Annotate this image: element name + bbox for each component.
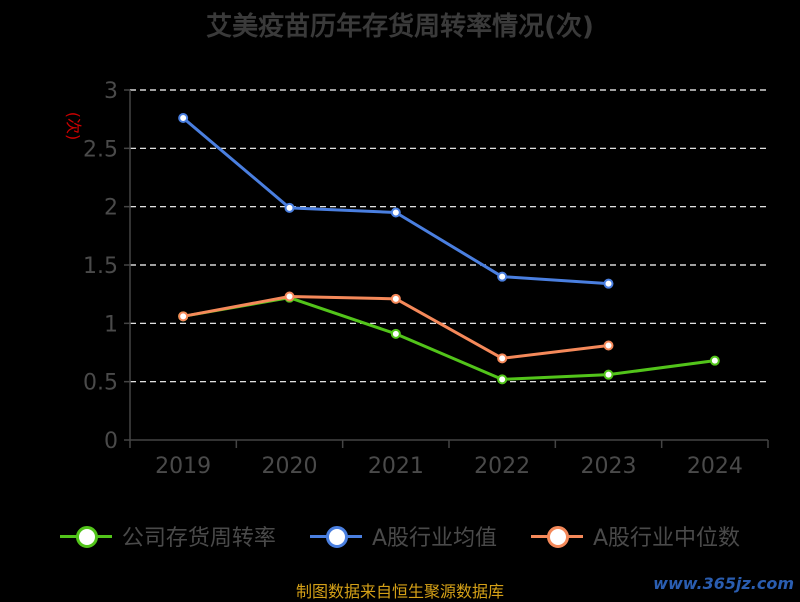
x-tick-label: 2019 [155, 454, 211, 479]
data-point [497, 271, 508, 282]
legend-label-industry-median: A股行业中位数 [593, 526, 741, 551]
legend-swatch-industry-mean [309, 525, 362, 548]
legend-swatch-industry-median [531, 525, 583, 548]
y-tick-label: 2 [104, 196, 118, 221]
data-point [390, 293, 401, 304]
y-tick-label: 1.5 [83, 254, 118, 279]
x-tick-label: 2024 [687, 454, 743, 479]
data-point [497, 374, 508, 385]
legend-swatch-company [59, 525, 112, 548]
series-2 [178, 291, 614, 364]
y-tick-label: 1 [104, 312, 118, 337]
data-point [603, 278, 614, 289]
y-tick-label: 3 [104, 79, 118, 104]
x-tick-label: 2022 [474, 454, 530, 479]
data-point [390, 207, 401, 218]
y-axis-unit-label: (次) [64, 112, 83, 141]
series-line-1 [182, 116, 609, 286]
legend-item-industry-median[interactable]: A股行业中位数 [531, 520, 740, 552]
legend: 公司存货周转率 A股行业均值 A股行业中位数 [0, 520, 800, 552]
y-tick-label: 2.5 [83, 137, 118, 162]
data-point [390, 328, 401, 339]
data-point [178, 113, 189, 123]
legend-item-company[interactable]: 公司存货周转率 [59, 520, 276, 552]
y-tick-label: 0 [104, 429, 118, 454]
data-point [709, 355, 720, 366]
data-point [284, 291, 295, 302]
series-line-2 [182, 295, 609, 360]
series-line-0 [182, 296, 716, 381]
x-tick-label: 2023 [581, 454, 637, 479]
data-point [603, 340, 614, 351]
y-tick-label: 0.5 [83, 371, 118, 396]
watermark: www.365jz.com [653, 574, 794, 593]
data-point [603, 369, 614, 380]
legend-label-company: 公司存货周转率 [121, 526, 276, 551]
x-tick-label: 2020 [262, 454, 318, 479]
chart-title: 艾美疫苗历年存货周转率情况(次) [206, 12, 594, 42]
series-lines [178, 113, 720, 385]
legend-label-industry-mean: A股行业均值 [371, 526, 497, 551]
data-point [284, 202, 295, 213]
axes: 0 0.5 1 1.5 2 2.5 3 (次) 2019 2020 2021 2022 2023 2024 [64, 79, 769, 479]
data-source-note: 制图数据来自恒生聚源数据库 [295, 582, 504, 601]
x-tick-label: 2021 [368, 454, 424, 479]
series-0 [178, 292, 720, 385]
series-1 [178, 113, 614, 289]
legend-item-industry-mean[interactable]: A股行业均值 [309, 520, 497, 552]
data-point [178, 311, 189, 322]
grid-lines [130, 89, 768, 383]
data-point [497, 353, 508, 364]
